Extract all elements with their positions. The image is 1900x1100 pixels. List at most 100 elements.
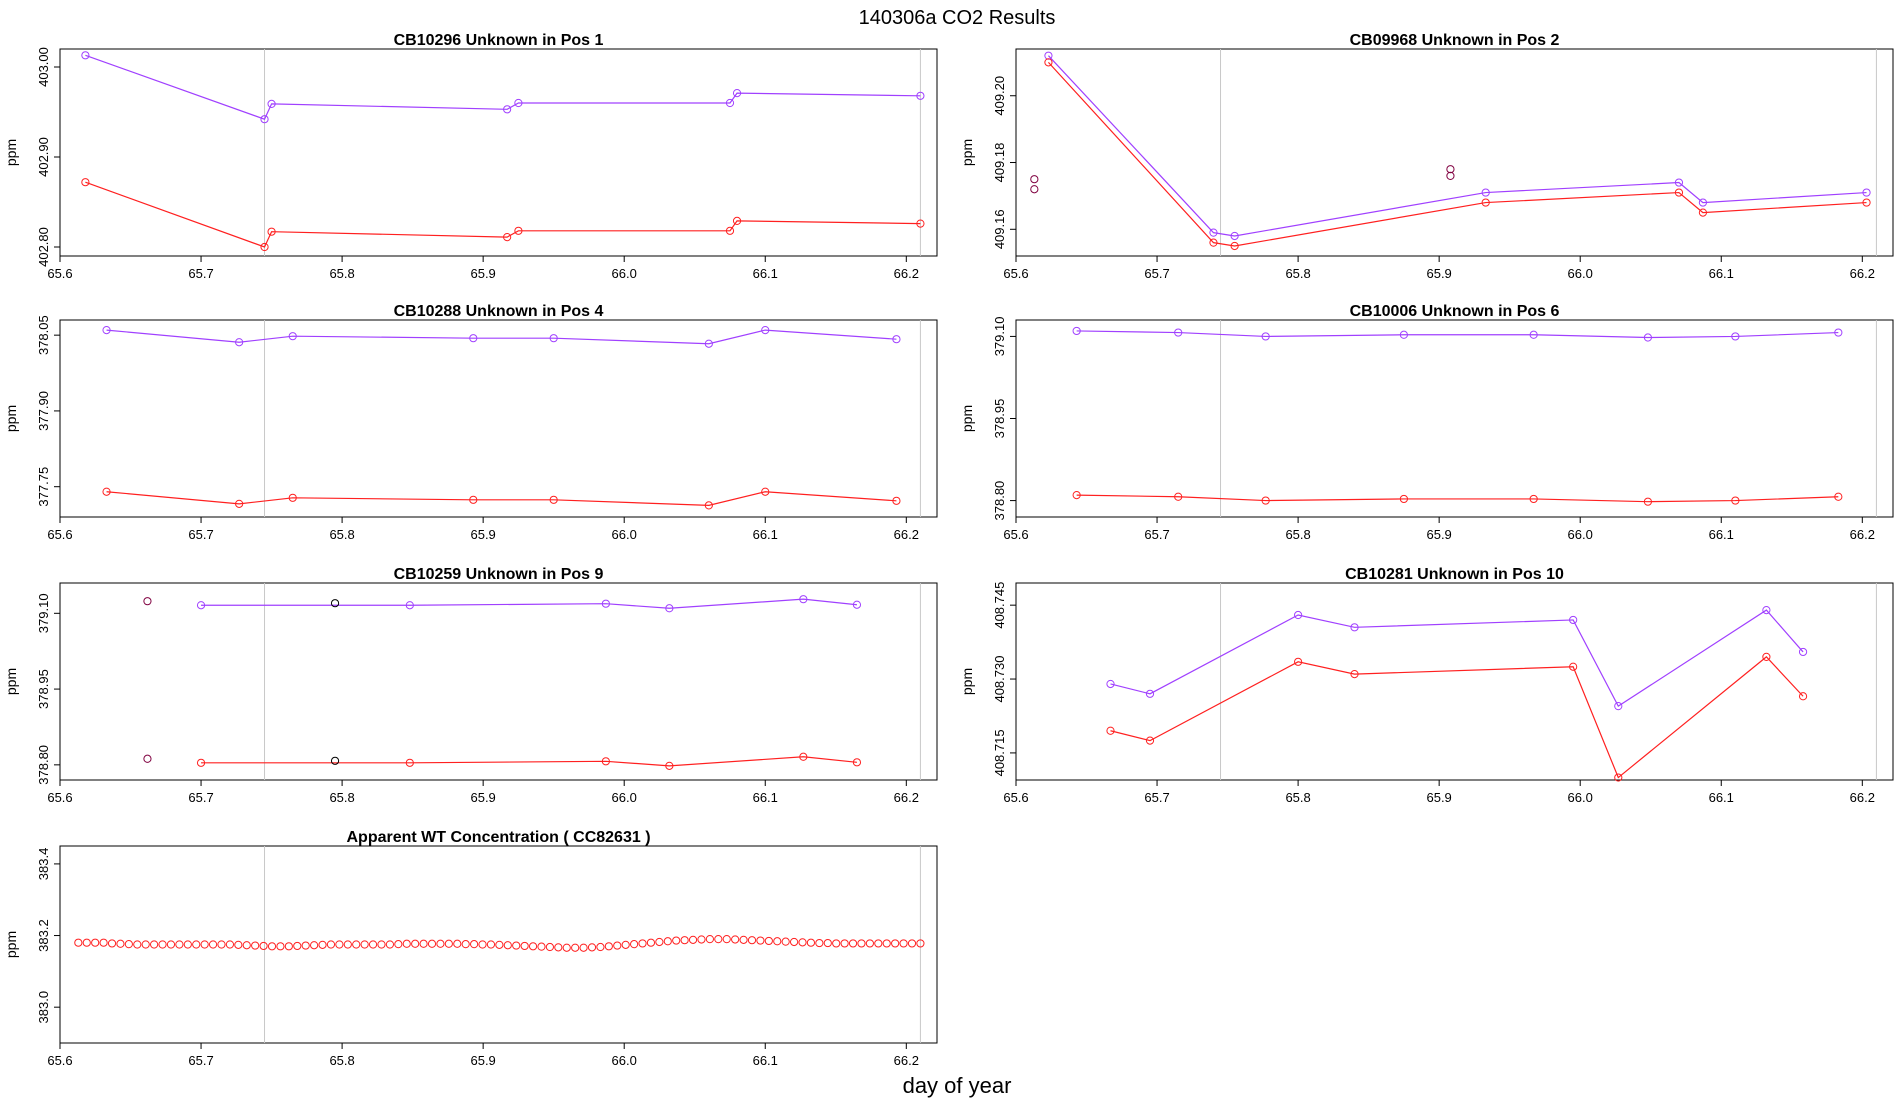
x-tick-label: 66.2 [1850, 266, 1875, 281]
series-line-red [106, 491, 897, 506]
x-tick-label: 66.0 [612, 1053, 637, 1068]
panel-title: Apparent WT Concentration ( CC82631 ) [346, 829, 650, 846]
data-point-red [360, 940, 369, 949]
x-tick-label: 66.2 [894, 266, 919, 281]
y-axis-label: ppm [3, 931, 19, 958]
plot-frame [1015, 582, 1894, 781]
data-point-red [907, 939, 917, 948]
data-point-red [1209, 238, 1218, 247]
data-point-red [196, 758, 206, 767]
data-point-purple [601, 599, 610, 608]
y-axis-label: ppm [959, 139, 975, 166]
x-tick-label: 65.6 [47, 266, 72, 281]
data-point-red [133, 940, 142, 949]
data-point-red [326, 940, 336, 949]
data-point-purple [1834, 328, 1843, 337]
data-point-red [1674, 188, 1684, 197]
data-point-red [217, 940, 226, 949]
y-axis-label: ppm [3, 139, 19, 166]
x-tick-label: 65.6 [1003, 527, 1028, 542]
y-tick-label: 408.745 [992, 582, 1007, 629]
x-tick-label: 66.1 [753, 266, 778, 281]
data-point-red [352, 940, 361, 949]
data-point-purple [503, 105, 512, 114]
outlier-point [330, 756, 340, 765]
panel-4: CB10006 Unknown in Pos 6 65.6 65.7 65.8 65.9… [959, 303, 1894, 542]
outlier-point [330, 599, 340, 608]
y-tick-label: 377.75 [36, 467, 51, 507]
plot-frame [59, 845, 938, 1044]
data-point-red [621, 940, 630, 949]
x-tick-label: 66.2 [1850, 527, 1875, 542]
data-point-red [747, 936, 757, 945]
data-point-purple [1614, 702, 1623, 711]
y-tick-label: 408.715 [992, 729, 1007, 776]
x-tick-label: 65.6 [47, 1053, 72, 1068]
data-point-red [91, 938, 100, 947]
data-point-red [453, 939, 462, 948]
panel-title: CB09968 Unknown in Pos 2 [1350, 32, 1560, 49]
data-point-red [419, 939, 428, 948]
x-tick-label: 66.0 [612, 790, 637, 805]
data-point-red [1174, 492, 1183, 501]
data-point-red [579, 943, 588, 952]
data-point-red [276, 942, 285, 951]
x-tick-label: 66.0 [1568, 790, 1593, 805]
data-point-red [1569, 662, 1578, 671]
plot-frame [59, 582, 938, 781]
data-point-purple [1731, 332, 1740, 341]
panel-title: CB10296 Unknown in Pos 1 [394, 32, 604, 49]
data-point-red [251, 941, 260, 950]
series-line-red [201, 756, 857, 767]
x-tick-label: 65.7 [1144, 266, 1169, 281]
data-point-red [267, 942, 277, 951]
x-tick-label: 65.7 [188, 790, 213, 805]
data-point-red [1350, 670, 1359, 679]
data-point-red [318, 940, 327, 949]
data-point-red [739, 935, 748, 944]
x-tick-label: 65.7 [1144, 527, 1169, 542]
data-point-red [486, 940, 496, 949]
data-point-red [1798, 692, 1808, 701]
series-line-purple [201, 598, 857, 609]
data-point-purple [892, 335, 901, 344]
data-point-red [571, 943, 580, 952]
data-point-purple [235, 338, 244, 347]
data-point-red [1762, 652, 1771, 661]
data-point-purple [514, 98, 523, 108]
plot-frame [1015, 48, 1894, 257]
data-point-red [665, 761, 674, 770]
data-point-red [74, 938, 83, 947]
data-point-red [503, 233, 512, 242]
data-point-purple [1294, 610, 1303, 620]
data-point-red [832, 939, 841, 948]
outlier-point [143, 597, 152, 606]
data-point-red [1731, 496, 1740, 505]
data-point-red [208, 940, 218, 949]
series-line-purple [1076, 330, 1839, 339]
data-point-purple [267, 99, 276, 109]
outlier-point [1446, 165, 1455, 174]
data-point-red [335, 940, 344, 949]
x-tick-label: 65.8 [329, 1053, 354, 1068]
data-point-purple [1174, 328, 1183, 337]
plot-frame [59, 48, 938, 257]
y-axis-label: ppm [3, 405, 19, 432]
data-point-purple [1399, 330, 1408, 339]
data-point-red [192, 940, 201, 949]
data-point-red [688, 935, 698, 944]
data-point-red [461, 940, 470, 949]
plot-frame [1015, 319, 1894, 518]
data-point-red [260, 242, 269, 252]
y-tick-label: 409.20 [992, 76, 1007, 116]
x-tick-label: 66.1 [753, 1053, 778, 1068]
y-tick-label: 379.10 [992, 317, 1007, 357]
data-point-red [764, 936, 773, 946]
data-point-purple [916, 91, 925, 100]
panel-5: CB10259 Unknown in Pos 9 65.6 65.7 65.8 65.9… [3, 566, 938, 805]
data-point-red [301, 941, 310, 950]
x-tick-label: 65.8 [329, 266, 354, 281]
data-point-red [158, 940, 167, 949]
outlier-point [1446, 171, 1455, 180]
data-point-red [852, 758, 862, 767]
